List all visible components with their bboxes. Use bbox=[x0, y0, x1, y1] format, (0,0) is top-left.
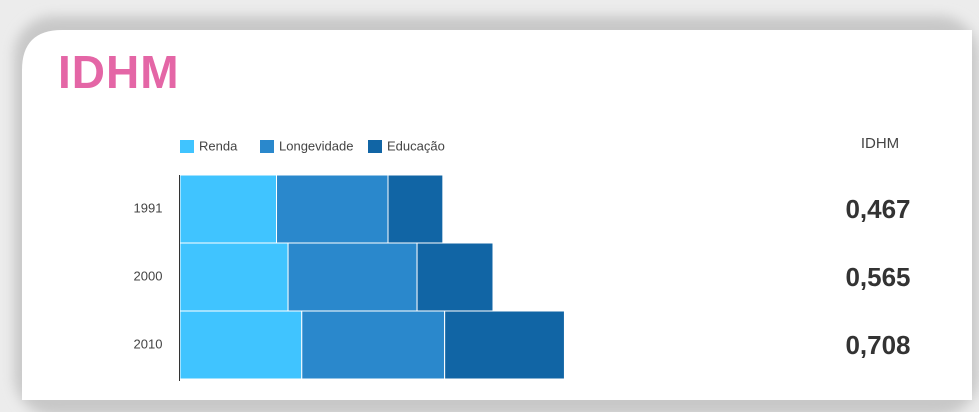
bar-segment bbox=[301, 310, 446, 380]
y-tick-label: 1991 bbox=[134, 200, 163, 215]
legend-label: Renda bbox=[199, 138, 238, 153]
y-tick-label: 2000 bbox=[134, 268, 163, 283]
totals-header: IDHM bbox=[861, 135, 899, 152]
legend-swatch bbox=[368, 140, 382, 153]
bar-segment bbox=[276, 174, 389, 244]
bar-segment bbox=[444, 310, 565, 380]
bar-segment bbox=[179, 174, 278, 244]
bar-segment bbox=[179, 310, 303, 380]
total-label: 0,708 bbox=[845, 330, 910, 360]
total-label: 0,565 bbox=[845, 262, 910, 292]
bar-segment bbox=[387, 174, 444, 244]
y-tick-label: 2010 bbox=[134, 336, 163, 351]
bar-segment bbox=[416, 242, 494, 312]
total-label: 0,467 bbox=[845, 194, 910, 224]
legend-swatch bbox=[180, 140, 194, 153]
chart-title: IDHM bbox=[58, 46, 180, 98]
legend-label: Educação bbox=[387, 138, 445, 153]
legend-swatch bbox=[260, 140, 274, 153]
bar-segment bbox=[287, 242, 418, 312]
legend-label: Longevidade bbox=[279, 138, 353, 153]
bar-segment bbox=[179, 242, 289, 312]
